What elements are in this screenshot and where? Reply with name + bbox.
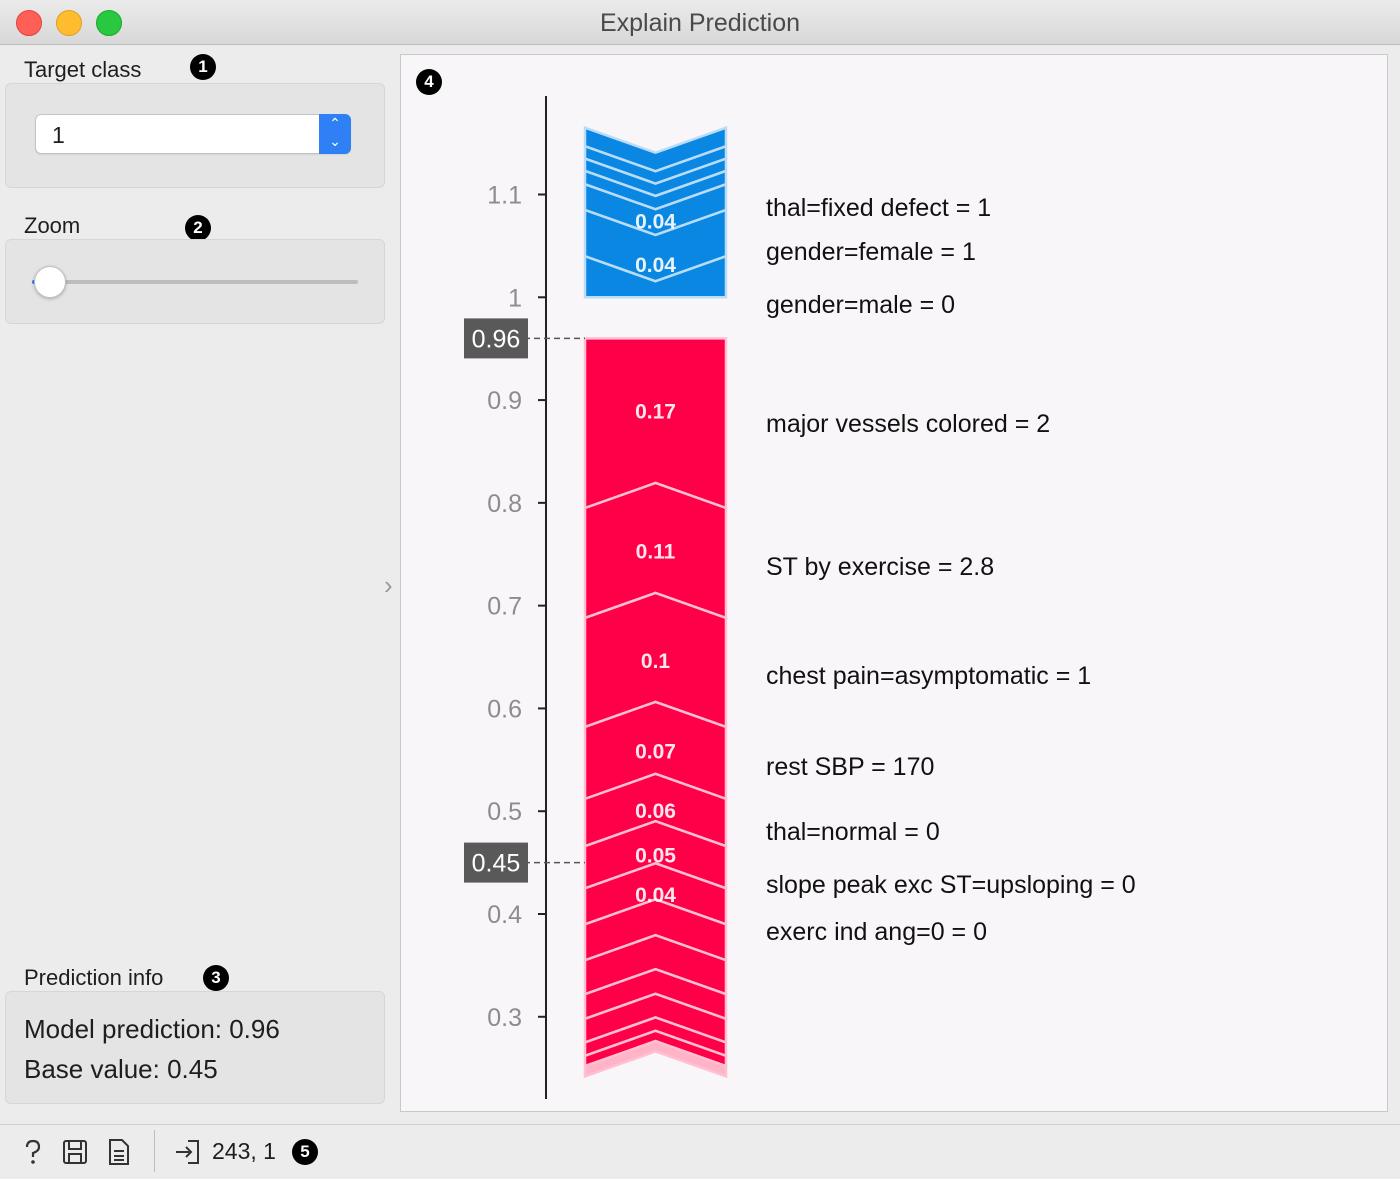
y-axis-tick-label: 0.3 — [487, 1004, 522, 1032]
base-value-marker-box — [464, 842, 528, 883]
contribution-value-label: 0.1 — [641, 650, 671, 673]
updown-chevron-icon[interactable]: ⌃ ⌄ — [319, 114, 351, 154]
feature-label-thal-fixed-defect: thal=fixed defect = 1 — [766, 194, 992, 222]
y-axis-tick-label: 0.7 — [487, 593, 522, 621]
callout-badge-2: 2 — [185, 215, 211, 241]
close-window-button[interactable] — [16, 10, 42, 36]
positive-contribution-segment — [583, 1039, 728, 1079]
status-bar — [0, 1124, 1400, 1179]
zoom-window-button[interactable] — [96, 10, 122, 36]
target-class-label: Target class — [24, 57, 142, 82]
contribution-value-label: 0.17 — [635, 401, 676, 424]
feature-label-thal-normal: thal=normal = 0 — [766, 818, 940, 846]
callout-badge-5: 5 — [292, 1139, 318, 1165]
prediction-marker-label: 0.96 — [472, 325, 521, 353]
callout-badge-4: 4 — [416, 69, 442, 95]
title-bar: Explain Prediction — [0, 0, 1400, 45]
y-axis-tick-label: 1.1 — [487, 182, 522, 210]
y-axis-tick-label: 0.8 — [487, 490, 522, 518]
save-icon[interactable] — [62, 1138, 88, 1166]
contribution-value-label: 0.07 — [635, 740, 676, 763]
input-data-icon[interactable] — [174, 1138, 200, 1166]
feature-label-chest-pain: chest pain=asymptomatic = 1 — [766, 662, 1092, 690]
prediction-marker-box — [464, 318, 528, 359]
feature-label-st-by-exercise: ST by exercise = 2.8 — [766, 553, 995, 581]
contribution-value-label: 0.06 — [635, 800, 676, 823]
negative-contribution-segment — [583, 125, 728, 173]
zoom-label: Zoom — [24, 213, 81, 238]
prediction-info-box — [5, 991, 385, 1104]
base-value-text: Base value: 0.45 — [24, 1054, 218, 1084]
data-shape-text: 243, 1 — [212, 1138, 276, 1164]
report-icon[interactable] — [106, 1138, 132, 1166]
target-class-value: 1 — [52, 122, 65, 148]
zoom-slider-track[interactable] — [32, 280, 358, 284]
feature-label-exerc-ind-ang: exerc ind ang=0 = 0 — [766, 918, 987, 946]
contribution-value-label: 0.11 — [636, 540, 676, 563]
window-title: Explain Prediction — [599, 9, 801, 37]
feature-label-slope-peak: slope peak exc ST=upsloping = 0 — [766, 871, 1136, 899]
callout-badge-3: 3 — [203, 965, 229, 991]
prediction-info-label: Prediction info — [24, 965, 164, 990]
feature-label-rest-sbp: rest SBP = 170 — [766, 753, 935, 781]
collapse-panel-chevron-icon[interactable]: › — [384, 570, 393, 600]
minimize-window-button[interactable] — [56, 10, 82, 36]
y-axis-tick-label: 0.5 — [487, 798, 522, 826]
base-value-marker-label: 0.45 — [472, 850, 521, 878]
callout-badge-1: 1 — [190, 54, 216, 80]
contribution-value-label: 0.04 — [635, 884, 676, 907]
plot-area — [400, 54, 1388, 1112]
y-axis-tick-label: 0.4 — [487, 901, 522, 929]
zoom-slider-handle[interactable] — [34, 266, 66, 298]
y-axis-tick-label: 0.9 — [487, 387, 522, 415]
contribution-value-label: 0.04 — [635, 254, 676, 277]
status-separator — [154, 1130, 155, 1172]
y-axis-tick-label: 1 — [508, 284, 522, 312]
target-class-dropdown[interactable]: 1 ⌃ ⌄ — [35, 114, 351, 154]
feature-label-gender-female: gender=female = 1 — [766, 238, 976, 266]
y-axis-tick-label: 0.6 — [487, 695, 522, 723]
explanation-chart: 0.17 0.11 0.1 0.07 0.06 0.05 0.04 0.04 0.04 1.1 1 0… — [464, 96, 728, 1099]
feature-label-major-vessels: major vessels colored = 2 — [766, 410, 1051, 438]
help-icon[interactable] — [20, 1138, 46, 1166]
contribution-value-label: 0.05 — [635, 845, 676, 868]
feature-label-gender-male: gender=male = 0 — [766, 291, 956, 319]
model-prediction-text: Model prediction: 0.96 — [24, 1014, 280, 1044]
contribution-value-label: 0.04 — [635, 211, 676, 234]
